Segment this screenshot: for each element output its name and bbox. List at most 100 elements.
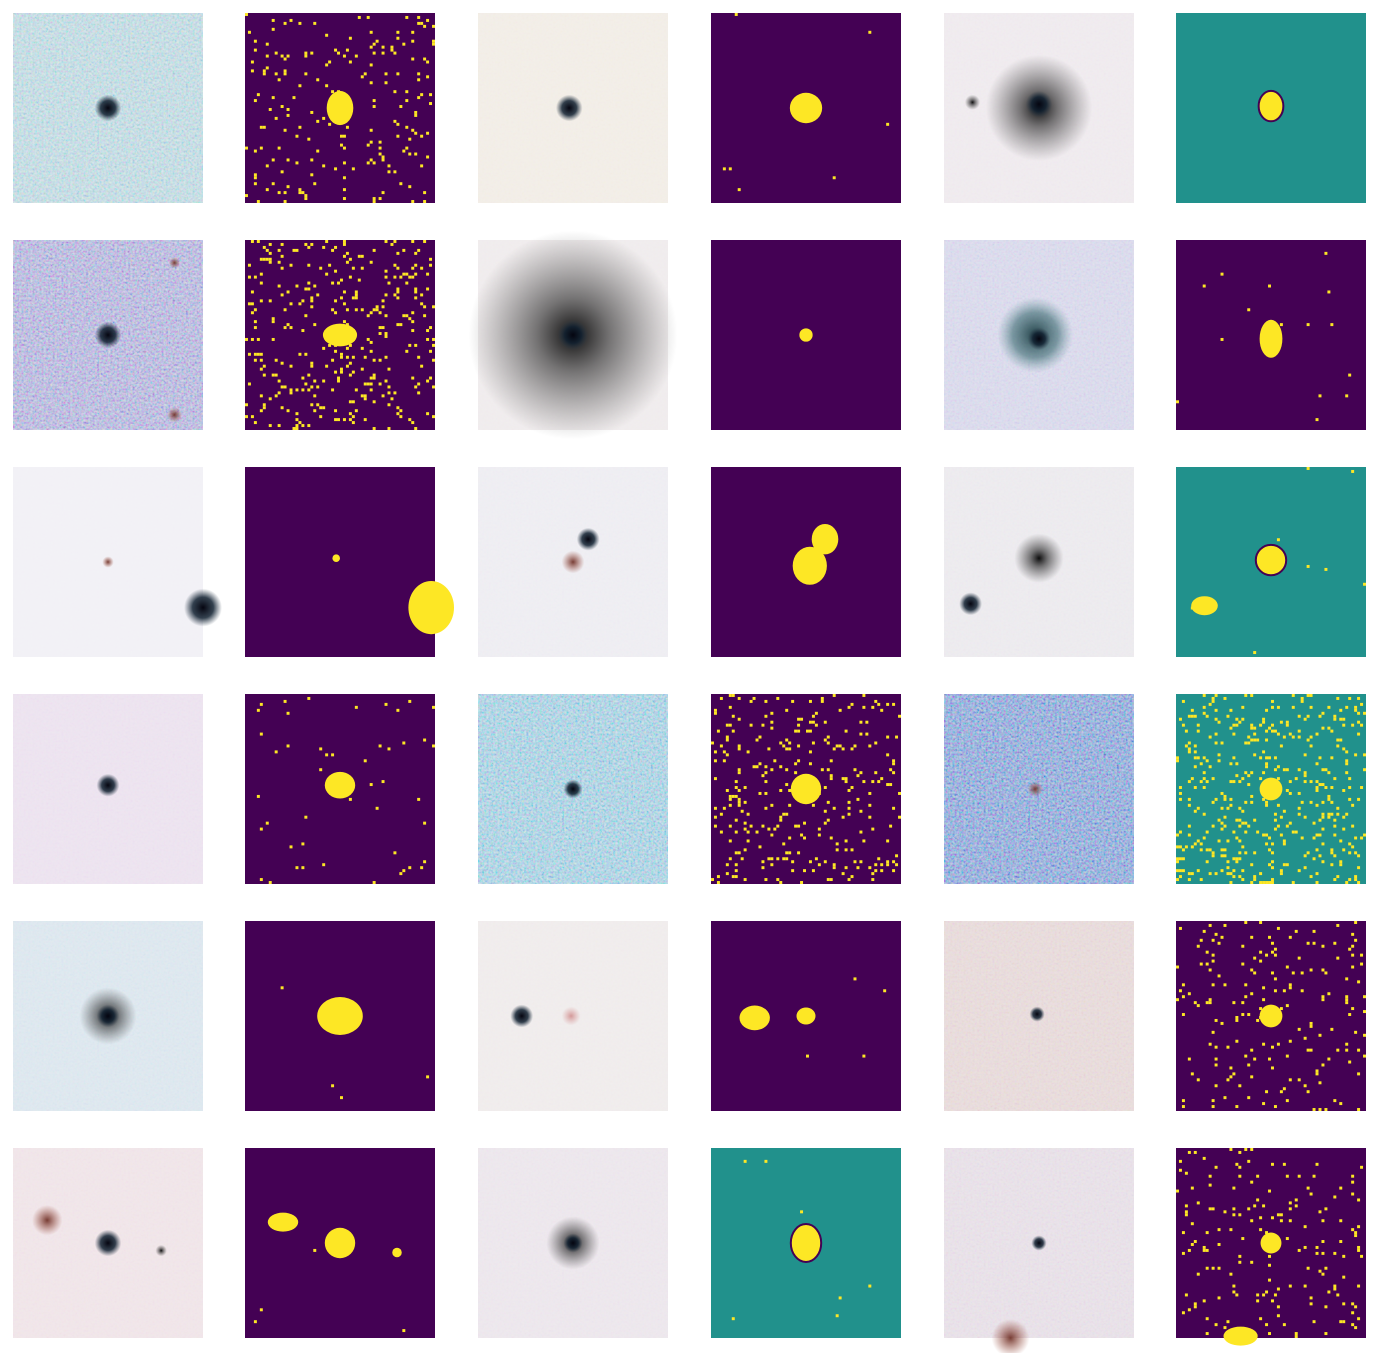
speckle (1333, 878, 1337, 882)
speckle (770, 711, 774, 715)
speckle (417, 797, 421, 801)
speckle (1176, 998, 1179, 1002)
speckle (1193, 1240, 1197, 1243)
speckle (316, 293, 320, 297)
speckle (823, 860, 827, 864)
speckle (829, 878, 833, 882)
speckle (301, 191, 305, 195)
speckle (1268, 848, 1271, 852)
speckle (1238, 1165, 1242, 1169)
speckle (1333, 824, 1337, 828)
segmentation-mask (245, 921, 435, 1111)
speckle (280, 105, 284, 108)
speckle (797, 824, 801, 828)
speckle (814, 723, 818, 727)
speckle (1309, 744, 1313, 748)
speckle (307, 373, 311, 377)
speckle (340, 352, 343, 356)
speckle (1330, 729, 1334, 733)
speckle (1333, 714, 1337, 718)
speckle (1229, 1148, 1233, 1151)
mask-region (324, 771, 356, 799)
speckle (1176, 845, 1179, 849)
speckle (1282, 863, 1286, 867)
speckle (1250, 992, 1254, 996)
speckle (280, 254, 284, 258)
speckle (779, 789, 783, 792)
speckle (322, 379, 326, 383)
speckle (1253, 1204, 1257, 1208)
speckle (1336, 738, 1340, 742)
speckle (817, 833, 821, 837)
speckle (1321, 827, 1325, 831)
speckle (399, 182, 403, 186)
speckle (417, 78, 421, 82)
speckle (1208, 1001, 1212, 1005)
speckle (277, 424, 281, 428)
speckle (375, 39, 379, 43)
speckle (292, 248, 296, 252)
speckle (713, 711, 717, 715)
speckle (372, 51, 376, 55)
speckle (1247, 783, 1251, 787)
speckle (304, 197, 308, 201)
speckle (1176, 857, 1179, 861)
speckle (1291, 971, 1295, 975)
speckle (791, 869, 795, 873)
speckle (313, 284, 317, 288)
speckle (399, 105, 403, 108)
speckle (1211, 1030, 1215, 1034)
panel-background (245, 467, 435, 657)
speckle (1276, 803, 1280, 807)
speckle (384, 314, 388, 318)
speckle (871, 878, 875, 882)
speckle (396, 122, 400, 126)
speckle (408, 866, 412, 870)
speckle (1324, 786, 1328, 789)
speckle (1208, 702, 1212, 706)
speckle (1348, 777, 1352, 781)
speckle (892, 869, 896, 873)
speckle (334, 418, 338, 422)
speckle (256, 794, 260, 798)
speckle (245, 146, 248, 150)
speckle (360, 308, 364, 312)
speckle (1279, 869, 1283, 873)
speckle (1220, 791, 1224, 795)
speckle (758, 845, 762, 849)
speckle (310, 403, 314, 407)
speckle (1238, 818, 1242, 822)
speckle (334, 311, 338, 315)
galaxy-image (944, 694, 1134, 884)
speckle (713, 815, 717, 819)
speckle (405, 349, 409, 353)
speckle (271, 337, 275, 341)
speckle (334, 269, 338, 273)
speckle (408, 418, 412, 422)
speckle (1250, 800, 1254, 804)
speckle (1297, 956, 1301, 960)
speckle (354, 293, 358, 297)
speckle (1321, 944, 1325, 948)
speckle (253, 320, 257, 324)
speckle (414, 427, 418, 430)
speckle (1294, 929, 1298, 933)
speckle (277, 78, 281, 82)
speckle (408, 185, 412, 189)
speckle (286, 113, 290, 117)
speckle (402, 741, 406, 745)
speckle (1294, 1332, 1298, 1336)
speckle (1187, 780, 1191, 784)
speckle (1357, 980, 1361, 984)
speckle (1268, 284, 1271, 288)
speckle (1223, 815, 1227, 819)
speckle (331, 281, 335, 285)
speckle (859, 771, 863, 775)
speckle (782, 842, 786, 846)
speckle (432, 305, 435, 309)
speckle (1327, 797, 1331, 801)
galaxy-image (13, 13, 203, 203)
speckle (1309, 735, 1313, 739)
speckle (334, 167, 338, 171)
